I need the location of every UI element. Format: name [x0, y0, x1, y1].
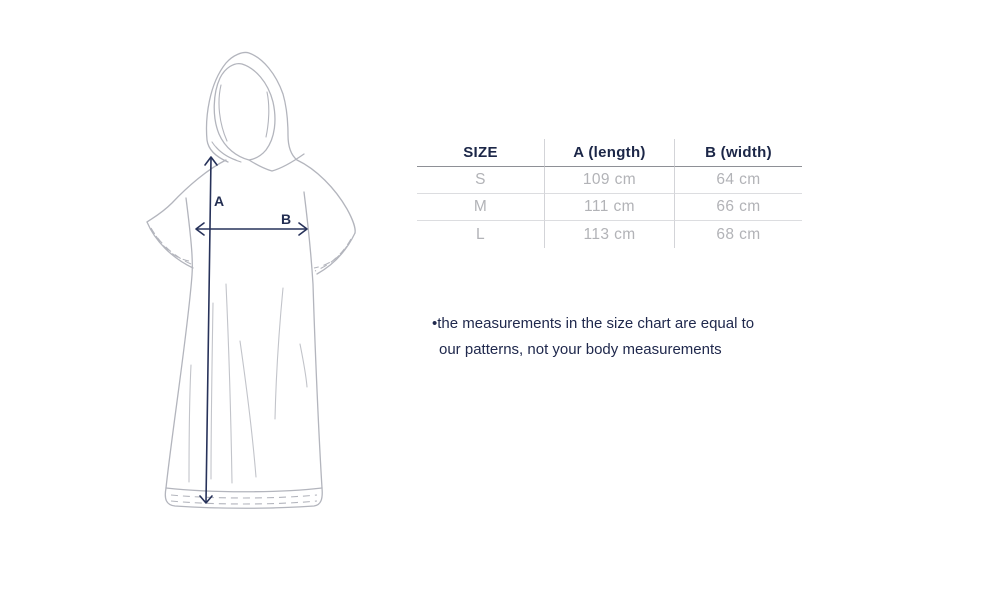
right-sleeve-outer — [296, 159, 356, 234]
arrow-a-head-bottom — [199, 495, 213, 504]
table-cell-size-l: L — [475, 225, 486, 243]
body-left-edge — [165, 197, 193, 489]
poncho-measurement-diagram: A B — [146, 51, 356, 509]
column-header-a-length: A (length) — [544, 139, 674, 167]
right-cuff-stitch-2 — [313, 245, 348, 269]
drape-line — [299, 343, 308, 388]
table-cell-s-width: 64 cm — [674, 167, 802, 194]
right-cuff-stitch-1 — [314, 238, 352, 272]
arrow-b-head-right — [298, 222, 308, 236]
drape-line — [210, 302, 214, 480]
table-cell-m-width: 66 cm — [674, 194, 802, 221]
hem-stitch-1 — [170, 494, 318, 499]
stitching-dashes — [150, 227, 352, 505]
note-line-1: •the measurements in the size chart are … — [432, 311, 792, 337]
table-cell-l-length: 113 cm — [544, 221, 674, 248]
drape-line — [239, 340, 257, 478]
hem-stitch-2 — [170, 500, 318, 505]
arrow-a-label: A — [214, 193, 224, 209]
hood-fold-right — [265, 91, 270, 138]
table-cell-s-length: 109 cm — [544, 167, 674, 194]
hood-fold-left — [218, 84, 228, 142]
measurement-arrows — [195, 156, 308, 504]
note-line-2: our patterns, not your body measurements — [439, 341, 722, 358]
arrow-b-label: B — [281, 211, 291, 227]
drape-line — [188, 364, 192, 483]
drape-lines — [188, 283, 308, 484]
body-right-edge — [303, 191, 323, 489]
left-cuff-stitch-2 — [155, 235, 190, 262]
left-cuff-stitch-1 — [150, 227, 192, 265]
drape-line — [225, 283, 233, 484]
note-bullet: • — [432, 315, 438, 332]
column-header-size: SIZE — [417, 139, 544, 167]
size-table: SIZE A (length) B (width) S 109 cm 64 cm… — [417, 139, 802, 248]
left-sleeve-cuff — [146, 221, 194, 269]
measurement-note: •the measurements in the size chart are … — [432, 311, 792, 363]
left-sleeve-outer — [146, 159, 227, 223]
drape-line — [274, 287, 284, 420]
hood-v-drape — [248, 153, 305, 172]
hood-outer — [205, 51, 298, 163]
hood-face-opening — [213, 62, 276, 161]
table-cell-size-s: S — [417, 167, 544, 194]
table-cell-size-m: M — [417, 194, 544, 221]
hem-bottom-edge — [164, 487, 323, 509]
poncho-outline — [146, 51, 356, 509]
table-cell-l-width: 68 cm — [674, 221, 802, 248]
arrow-a-line — [205, 157, 212, 503]
hem-top-edge — [165, 487, 323, 493]
column-header-b-width: B (width) — [674, 139, 802, 167]
table-cell-m-length: 111 cm — [544, 194, 674, 221]
arrow-b-head-left — [195, 222, 205, 236]
arrow-a-head-top — [204, 156, 218, 166]
right-sleeve-cuff — [316, 232, 356, 275]
hood-fold-bottom-2 — [215, 146, 242, 163]
note-line-1-text: the measurements in the size chart are e… — [437, 315, 755, 332]
